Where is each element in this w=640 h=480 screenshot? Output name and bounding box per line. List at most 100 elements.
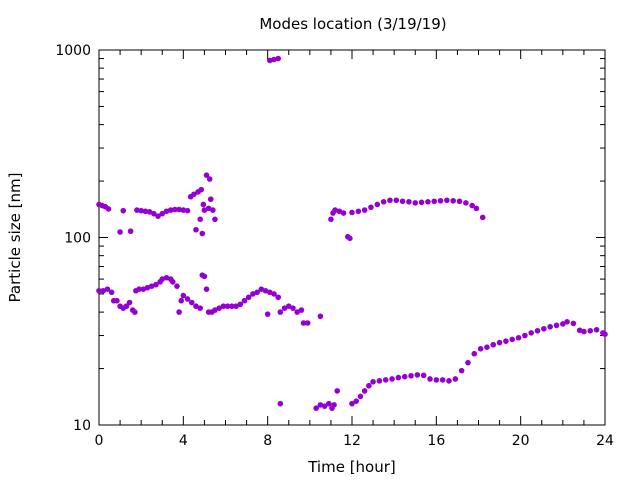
data-point — [132, 309, 138, 315]
data-point — [176, 206, 182, 213]
data-point — [203, 172, 210, 178]
data-point — [197, 216, 203, 223]
data-point — [146, 209, 153, 215]
data-point — [138, 207, 144, 214]
data-point — [313, 405, 319, 411]
data-point — [277, 400, 284, 407]
data-points — [96, 55, 608, 411]
data-point — [370, 378, 376, 385]
data-point — [184, 207, 191, 214]
data-point — [178, 297, 185, 304]
data-point — [581, 328, 587, 335]
data-point — [220, 303, 227, 310]
data-point — [134, 207, 140, 213]
data-point — [361, 388, 368, 394]
data-point — [233, 303, 239, 310]
x-tick-label: 8 — [263, 433, 272, 449]
data-point — [399, 198, 406, 205]
data-point — [153, 281, 159, 288]
data-point — [564, 319, 570, 325]
data-point — [127, 228, 134, 235]
x-tick-label: 0 — [95, 433, 104, 449]
data-point — [465, 359, 471, 366]
data-point — [366, 382, 372, 389]
data-point — [427, 376, 433, 382]
data-point — [210, 207, 216, 213]
data-point — [477, 345, 484, 352]
data-point — [224, 303, 231, 310]
x-tick-label: 4 — [179, 433, 188, 449]
data-point — [406, 199, 412, 205]
data-point — [241, 297, 248, 304]
data-point — [349, 209, 355, 216]
data-point — [104, 286, 111, 293]
data-point — [159, 276, 166, 282]
data-point — [294, 309, 300, 315]
data-point — [216, 305, 222, 311]
data-point — [277, 309, 284, 315]
data-point — [105, 206, 112, 212]
data-point — [199, 230, 206, 237]
data-point — [172, 206, 178, 213]
data-point — [420, 372, 427, 379]
data-point — [271, 56, 277, 63]
data-point — [471, 350, 478, 357]
data-point — [414, 372, 421, 378]
data-point — [155, 213, 161, 219]
data-point — [340, 210, 347, 216]
data-point — [285, 303, 292, 310]
x-tick-label: 12 — [343, 433, 361, 449]
data-point — [576, 327, 583, 334]
data-point — [437, 197, 444, 204]
data-point — [334, 388, 341, 394]
data-point — [245, 294, 252, 301]
data-point — [193, 303, 199, 310]
data-point — [136, 286, 142, 293]
data-point — [331, 402, 337, 408]
data-point — [456, 198, 463, 205]
data-point — [193, 226, 199, 233]
data-point — [528, 330, 535, 336]
data-point — [547, 324, 553, 330]
data-point — [254, 289, 260, 296]
y-tick-label: 100 — [64, 231, 91, 247]
data-point — [387, 197, 393, 204]
data-point — [174, 283, 180, 289]
data-point — [144, 284, 151, 291]
data-point — [198, 186, 205, 193]
x-tick-label: 16 — [427, 433, 445, 449]
data-point — [126, 299, 133, 306]
data-point — [541, 325, 547, 332]
data-point — [298, 307, 305, 313]
data-point — [418, 199, 425, 206]
data-point — [534, 327, 541, 334]
data-point — [503, 338, 509, 344]
y-axis-label: Particle size [nm] — [6, 173, 24, 303]
data-point — [205, 205, 212, 212]
data-point — [264, 311, 271, 317]
data-point — [148, 283, 155, 289]
data-point — [176, 309, 182, 315]
data-point — [304, 320, 311, 326]
data-point — [463, 200, 469, 206]
data-point — [395, 374, 402, 381]
data-point — [349, 400, 355, 407]
data-point — [142, 208, 149, 215]
data-point — [159, 210, 166, 217]
data-point — [201, 273, 208, 280]
data-point — [439, 377, 446, 383]
data-point — [326, 400, 332, 407]
data-point — [374, 201, 381, 208]
x-axis-label: Time [hour] — [307, 458, 396, 476]
data-point — [376, 378, 383, 384]
data-point — [593, 326, 600, 333]
data-point — [446, 378, 452, 384]
data-point — [328, 216, 334, 223]
data-point — [496, 339, 503, 346]
data-point — [250, 291, 256, 297]
data-point — [167, 207, 174, 213]
data-point — [114, 297, 120, 304]
data-point — [401, 373, 408, 380]
data-point — [317, 313, 324, 320]
